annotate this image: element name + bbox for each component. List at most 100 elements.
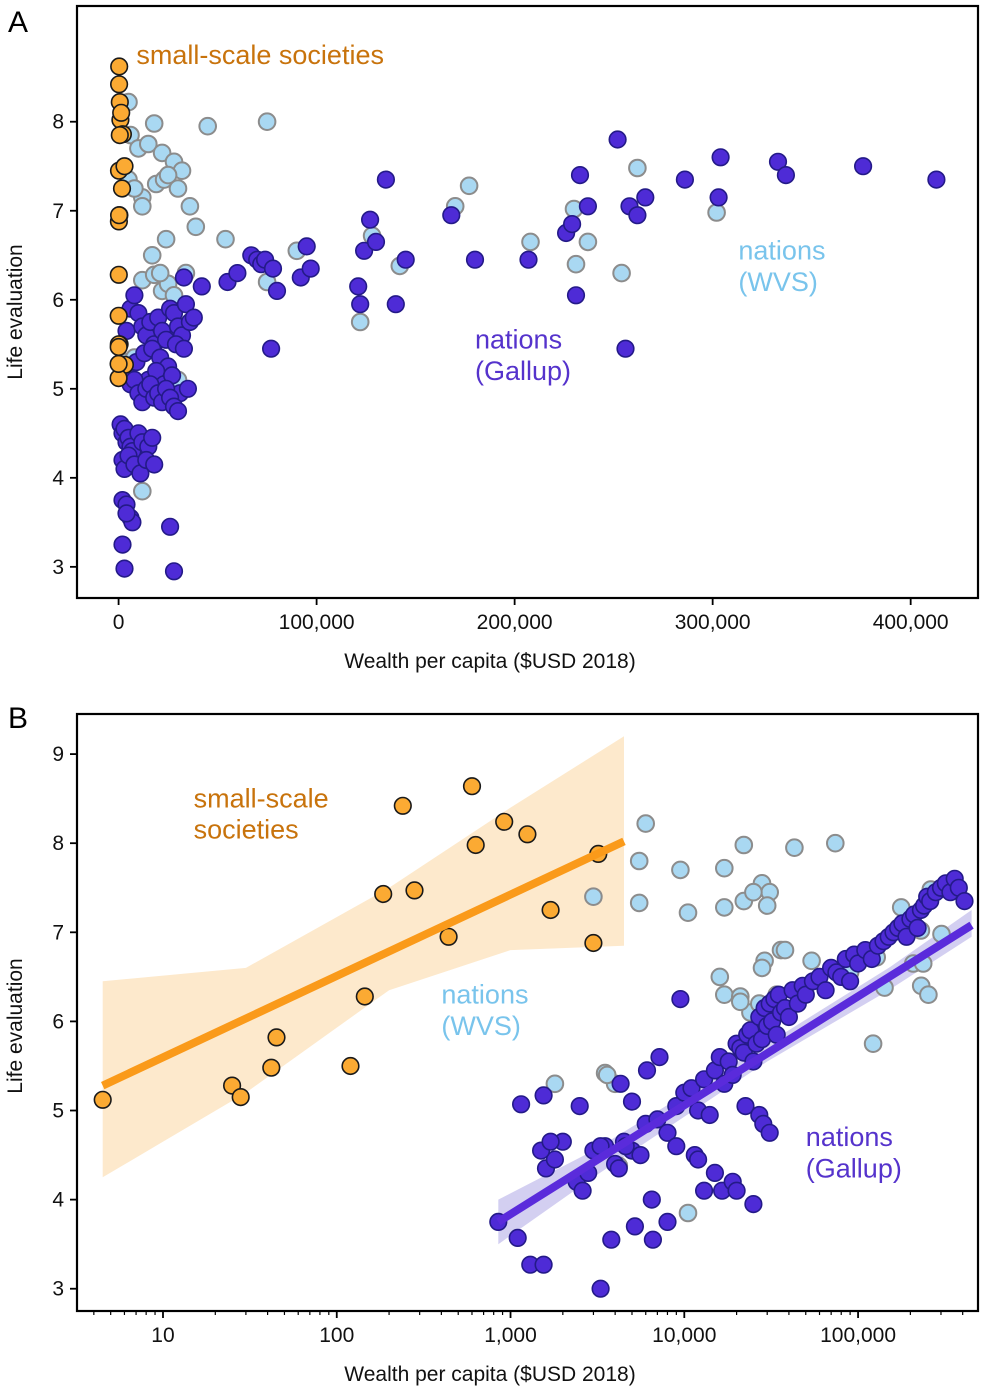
panel-b-letter: B [8, 702, 28, 735]
fit-line-sss [101, 837, 626, 1090]
point-wvs [752, 958, 772, 978]
x-tick-label: 400,000 [873, 611, 949, 634]
point-sss [584, 933, 603, 953]
point-sss [109, 354, 128, 374]
point-wvs [168, 179, 188, 198]
point-gallup [566, 286, 586, 305]
point-gallup [262, 339, 281, 358]
point-sss [341, 1056, 360, 1076]
point-wvs [715, 858, 734, 878]
panel-a-points [109, 57, 946, 581]
point-gallup [667, 1137, 686, 1156]
point-wvs [186, 217, 206, 237]
x-tick-label: 0 [113, 611, 125, 634]
point-gallup [570, 1096, 589, 1116]
x-tick-label: 200,000 [477, 611, 553, 634]
annotation-sss: small-scale societies [136, 40, 384, 70]
point-gallup [616, 339, 635, 358]
point-gallup [349, 277, 368, 296]
plot-frame [75, 4, 980, 600]
panel-b-ylabel: Life evaluation [4, 958, 27, 1093]
point-gallup [768, 152, 788, 171]
point-gallup [174, 339, 193, 358]
point-gallup [779, 1007, 799, 1027]
point-gallup [386, 295, 405, 314]
point-sss [374, 884, 393, 904]
point-gallup [465, 250, 485, 269]
annotation-gallup: nations [806, 1122, 893, 1152]
panel-a-xlabel: Wealth per capita ($USD 2018) [344, 650, 635, 673]
y-tick-label: 8 [52, 111, 64, 134]
point-gallup [650, 1047, 669, 1067]
point-sss [466, 835, 485, 855]
panel-b-axes: 10 100 1,000 10,000 100,000 3 4 5 6 7 8 9 [52, 712, 980, 1347]
point-sss [405, 881, 424, 900]
y-tick-label: 3 [52, 556, 64, 579]
point-gallup [622, 1092, 642, 1111]
point-gallup [675, 170, 695, 189]
x-tick-label: 100,000 [820, 1324, 896, 1347]
annotation-wvs: nations [738, 236, 825, 266]
point-wvs [731, 992, 750, 1012]
point-gallup [534, 1255, 553, 1274]
point-gallup [519, 250, 538, 269]
point-gallup [711, 148, 730, 167]
point-wvs [757, 896, 777, 915]
point-gallup [625, 1217, 645, 1236]
point-gallup [744, 1194, 763, 1214]
fit-line-gallup [496, 921, 974, 1226]
point-wvs [521, 232, 540, 252]
annotation-wvs: (WVS) [441, 1011, 520, 1041]
point-gallup [164, 562, 184, 581]
point-gallup [840, 972, 860, 991]
point-gallup [143, 428, 162, 447]
point-gallup [760, 1123, 779, 1142]
point-wvs [678, 903, 698, 923]
y-tick-label: 3 [52, 1278, 64, 1301]
y-tick-label: 5 [52, 1100, 64, 1123]
point-gallup [927, 170, 946, 189]
point-gallup [700, 1105, 719, 1125]
point-wvs [826, 833, 845, 853]
point-sss [112, 103, 131, 122]
y-tick-label: 8 [52, 832, 64, 855]
point-wvs [785, 838, 804, 858]
panel-a-axes: 0 100,000 200,000 300,000 400,000 3 4 5 6 7 8 [52, 4, 980, 634]
point-gallup [608, 130, 627, 149]
point-gallup [508, 1228, 527, 1247]
annotation-sss: small-scale [194, 784, 329, 814]
point-gallup [602, 1230, 621, 1249]
point-gallup [628, 206, 647, 225]
point-wvs [863, 1034, 883, 1053]
point-gallup [643, 1230, 663, 1249]
point-gallup [631, 1145, 650, 1165]
x-tick-label: 100 [319, 1324, 354, 1347]
point-sss [112, 179, 132, 198]
point-sss [495, 812, 514, 831]
point-wvs [545, 1074, 565, 1094]
point-gallup [115, 559, 134, 578]
point-wvs [612, 263, 631, 283]
point-sss [115, 157, 134, 176]
point-gallup [955, 891, 974, 911]
point-gallup [125, 286, 144, 305]
point-wvs [628, 158, 647, 178]
panel-b-xlabel: Wealth per capita ($USD 2018) [344, 1363, 635, 1386]
point-gallup [611, 1074, 630, 1093]
point-sss [541, 900, 560, 920]
point-gallup [361, 210, 380, 229]
y-tick-label: 7 [52, 921, 64, 944]
point-gallup [184, 308, 203, 327]
point-gallup [573, 1181, 592, 1200]
point-gallup [113, 535, 132, 554]
point-sss [355, 987, 374, 1006]
annotation-sss: societies [194, 815, 299, 845]
point-wvs [133, 481, 152, 501]
point-sss [109, 337, 128, 357]
x-tick-label: 10,000 [652, 1324, 716, 1347]
point-gallup [578, 197, 598, 216]
y-tick-label: 6 [52, 289, 64, 312]
point-wvs [350, 312, 370, 332]
point-wvs [459, 176, 479, 196]
x-tick-label: 1,000 [484, 1324, 537, 1347]
